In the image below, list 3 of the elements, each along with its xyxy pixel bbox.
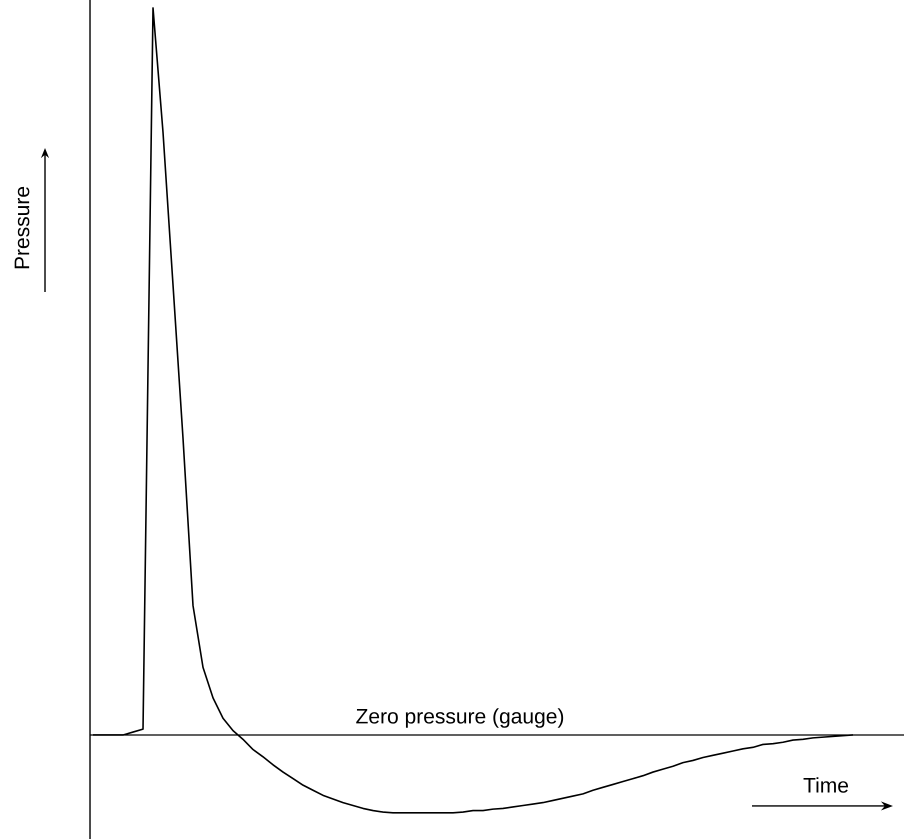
y-axis-title: Pressure	[14, 186, 30, 268]
x-axis-title: Time	[804, 777, 848, 793]
ref-line-label: Zero pressure (gauge)	[356, 708, 564, 728]
